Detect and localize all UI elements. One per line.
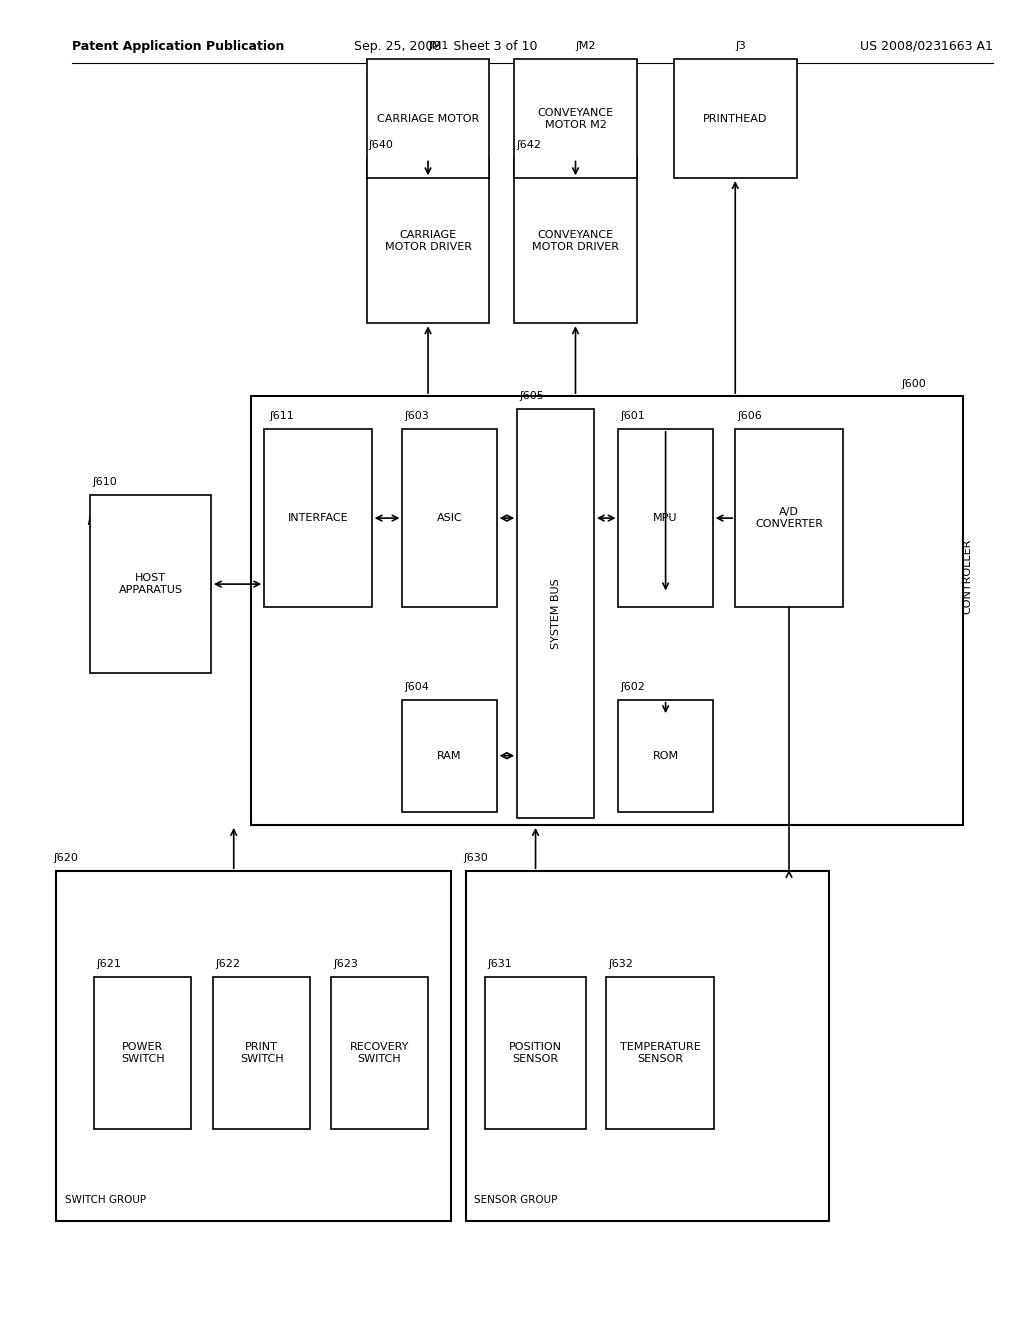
FancyBboxPatch shape (466, 871, 829, 1221)
FancyBboxPatch shape (514, 158, 637, 323)
Text: ʃ622: ʃ622 (215, 958, 240, 969)
Text: POWER
SWITCH: POWER SWITCH (121, 1041, 165, 1064)
Text: RAM: RAM (437, 751, 462, 760)
Text: ʃ605: ʃ605 (519, 391, 544, 401)
Text: ASIC: ASIC (436, 513, 463, 523)
Text: ʃ611: ʃ611 (269, 411, 294, 421)
FancyBboxPatch shape (251, 396, 963, 825)
Text: ʃ603: ʃ603 (404, 411, 429, 421)
Text: INTERFACE: INTERFACE (288, 513, 348, 523)
Text: ʃ606: ʃ606 (737, 411, 762, 421)
Text: PRINT
SWITCH: PRINT SWITCH (240, 1041, 284, 1064)
FancyBboxPatch shape (674, 59, 797, 178)
Text: A/D
CONVERTER: A/D CONVERTER (755, 507, 823, 529)
FancyBboxPatch shape (485, 977, 586, 1129)
Text: Patent Application Publication: Patent Application Publication (72, 40, 284, 53)
FancyBboxPatch shape (94, 977, 191, 1129)
FancyBboxPatch shape (331, 977, 428, 1129)
Text: ʃ3: ʃ3 (735, 41, 745, 51)
Text: ʃ642: ʃ642 (516, 140, 541, 150)
Text: MPU: MPU (653, 513, 678, 523)
Text: ʃ630: ʃ630 (463, 853, 487, 863)
Text: CARRIAGE
MOTOR DRIVER: CARRIAGE MOTOR DRIVER (385, 230, 471, 252)
Text: ʃ601: ʃ601 (621, 411, 645, 421)
Text: ʃ602: ʃ602 (621, 681, 645, 692)
FancyBboxPatch shape (213, 977, 310, 1129)
Text: RECOVERY
SWITCH: RECOVERY SWITCH (350, 1041, 409, 1064)
Text: ʃ640: ʃ640 (369, 140, 393, 150)
Text: US 2008/0231663 A1: US 2008/0231663 A1 (860, 40, 993, 53)
Text: SENSOR GROUP: SENSOR GROUP (474, 1195, 557, 1205)
Text: CARRIAGE MOTOR: CARRIAGE MOTOR (377, 114, 479, 124)
Text: ʃM1: ʃM1 (428, 41, 449, 51)
Text: CONVEYANCE
MOTOR M2: CONVEYANCE MOTOR M2 (538, 108, 613, 129)
FancyBboxPatch shape (367, 158, 489, 323)
FancyBboxPatch shape (618, 700, 713, 812)
Text: SWITCH GROUP: SWITCH GROUP (65, 1195, 145, 1205)
Text: CONVEYANCE
MOTOR DRIVER: CONVEYANCE MOTOR DRIVER (532, 230, 618, 252)
FancyBboxPatch shape (56, 871, 451, 1221)
FancyBboxPatch shape (517, 409, 594, 818)
FancyBboxPatch shape (264, 429, 372, 607)
FancyBboxPatch shape (606, 977, 714, 1129)
FancyBboxPatch shape (618, 429, 713, 607)
Text: ʃ600: ʃ600 (901, 379, 926, 389)
Text: ʃ631: ʃ631 (487, 958, 512, 969)
Text: CONTROLLER: CONTROLLER (963, 539, 973, 614)
Text: Sep. 25, 2008   Sheet 3 of 10: Sep. 25, 2008 Sheet 3 of 10 (353, 40, 538, 53)
Text: TEMPERATURE
SENSOR: TEMPERATURE SENSOR (620, 1041, 700, 1064)
Text: ROM: ROM (652, 751, 679, 760)
Text: PRINTHEAD: PRINTHEAD (703, 114, 767, 124)
Text: ʃ610: ʃ610 (92, 477, 117, 487)
Text: ʃ620: ʃ620 (53, 853, 78, 863)
Text: ʃ621: ʃ621 (96, 958, 121, 969)
Text: ʃ623: ʃ623 (333, 958, 357, 969)
FancyBboxPatch shape (402, 429, 497, 607)
Text: POSITION
SENSOR: POSITION SENSOR (509, 1041, 562, 1064)
FancyBboxPatch shape (90, 495, 211, 673)
FancyBboxPatch shape (735, 429, 843, 607)
Text: ʃ604: ʃ604 (404, 681, 429, 692)
Text: ʃ632: ʃ632 (608, 958, 633, 969)
FancyBboxPatch shape (402, 700, 497, 812)
Text: SYSTEM BUS: SYSTEM BUS (551, 578, 560, 649)
FancyBboxPatch shape (514, 59, 637, 178)
Text: ʃM2: ʃM2 (575, 41, 596, 51)
FancyBboxPatch shape (367, 59, 489, 178)
Text: FIG. 3: FIG. 3 (87, 498, 206, 532)
Text: HOST
APPARATUS: HOST APPARATUS (119, 573, 182, 595)
